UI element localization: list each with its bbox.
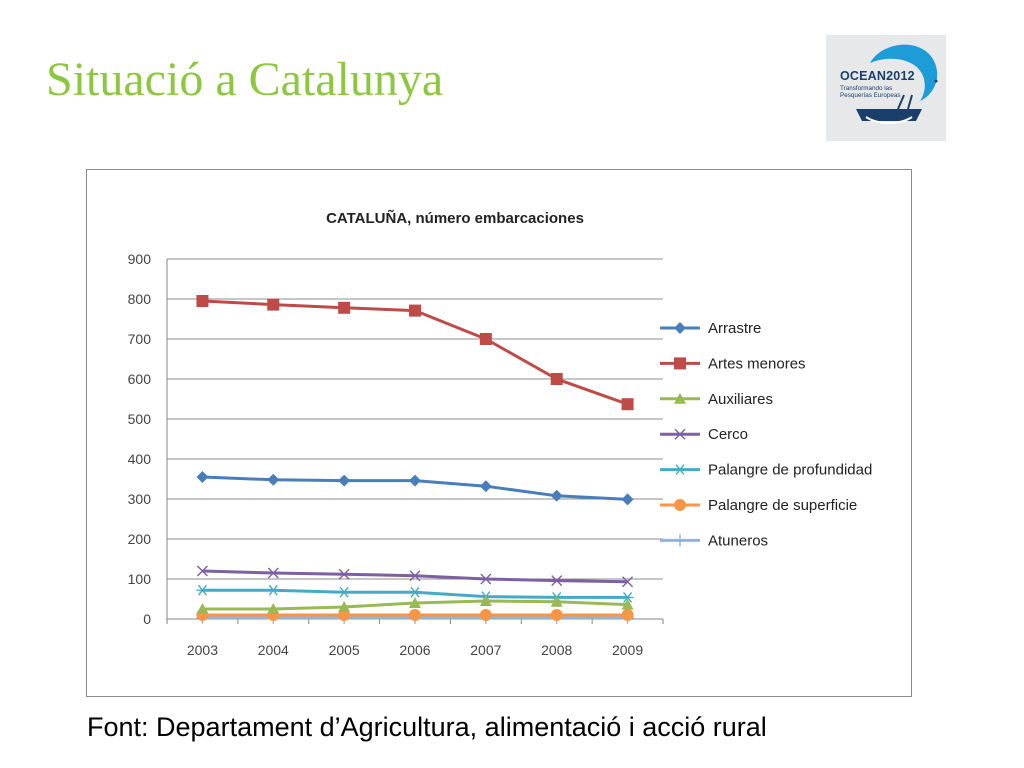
data-point-cerco (480, 573, 492, 585)
y-tick-label: 800 (128, 291, 152, 307)
y-tick-label: 100 (128, 571, 152, 587)
data-point-auxiliares (338, 601, 351, 612)
data-point-artes-menores (621, 398, 634, 411)
y-tick-label: 200 (128, 531, 152, 547)
y-tick-label: 900 (128, 251, 152, 267)
legend-label-cerco: Cerco (708, 426, 748, 443)
legend-label-palangre-de-profundidad: Palangre de profundidad (708, 462, 872, 479)
x-tick-label: 2009 (612, 642, 643, 658)
y-tick-label: 0 (143, 611, 151, 627)
x-tick-label: 2005 (329, 642, 360, 658)
data-point-cerco (267, 567, 279, 579)
x-tick-label: 2003 (187, 642, 218, 658)
legend-marker-auxiliares (674, 392, 686, 404)
data-point-auxiliares (621, 598, 634, 610)
data-point-palangre-de-superficie (621, 609, 634, 621)
data-point-arrastre (409, 474, 421, 487)
data-point-arrastre (338, 474, 351, 487)
chart-title: CATALUÑA, número embarcaciones (326, 209, 584, 227)
data-point-artes-menores (409, 304, 421, 317)
data-point-arrastre (196, 471, 209, 483)
x-tick-label: 2008 (541, 642, 572, 658)
line-chart: CATALUÑA, número embarcaciones 0 100 200 300… (128, 209, 873, 658)
y-tick-label: 700 (128, 331, 152, 347)
data-point-cerco (196, 565, 208, 577)
data-point-arrastre (267, 473, 280, 486)
ocean2012-logo: OCEAN2012 Transformando las Pesquerías E… (826, 35, 946, 141)
data-point-auxiliares (479, 595, 492, 606)
data-point-artes-menores (550, 373, 563, 385)
data-point-auxiliares (196, 603, 209, 614)
data-point-auxiliares (409, 597, 421, 608)
data-point-arrastre (621, 493, 634, 506)
legend-marker-artes-menores (674, 357, 686, 370)
y-tick-label: 400 (128, 451, 152, 467)
data-point-cerco (409, 570, 421, 582)
data-point-artes-menores (479, 333, 492, 345)
data-point-palangre-de-profundidad (196, 584, 209, 596)
legend-marker-palangre-de-superficie (674, 499, 686, 511)
data-point-artes-menores (338, 301, 351, 314)
legend-marker-cerco (674, 428, 686, 440)
legend-label-arrastre: Arrastre (708, 320, 761, 337)
data-point-auxiliares (267, 603, 280, 614)
chart-container: CATALUÑA, número embarcaciones 0 100 200 300… (86, 169, 912, 697)
x-tick-label: 2007 (470, 642, 501, 658)
data-point-palangre-de-profundidad (267, 584, 280, 596)
legend-marker-arrastre (674, 322, 686, 334)
legend-label-auxiliares: Auxiliares (708, 391, 773, 408)
y-tick-label: 300 (128, 491, 152, 507)
y-tick-label: 500 (128, 411, 152, 427)
legend-label-palangre-de-superficie: Palangre de superficie (708, 497, 857, 514)
data-point-palangre-de-profundidad (621, 591, 634, 603)
data-point-artes-menores (267, 298, 280, 311)
logo-graphic (856, 44, 938, 124)
data-point-palangre-de-superficie (479, 609, 492, 621)
legend-marker-palangre-de-profundidad (674, 464, 686, 476)
data-point-palangre-de-profundidad (409, 586, 421, 598)
x-tick-label: 2006 (399, 642, 430, 658)
legend-label-atuneros: Atuneros (708, 532, 768, 549)
x-tick-label: 2004 (258, 642, 289, 658)
data-point-palangre-de-superficie (409, 609, 421, 621)
source-note: Font: Departament d’Agricultura, aliment… (87, 712, 767, 742)
data-point-artes-menores (196, 295, 209, 307)
data-point-cerco (551, 575, 563, 587)
data-point-cerco (622, 576, 634, 588)
legend-marker-atuneros (674, 534, 686, 547)
data-point-arrastre (550, 489, 563, 502)
data-point-palangre-de-profundidad (338, 586, 351, 598)
data-point-cerco (338, 568, 350, 580)
data-point-auxiliares (550, 595, 563, 607)
logo-subtitle-1: Transformando las (840, 85, 893, 92)
data-point-palangre-de-superficie (550, 609, 563, 621)
data-point-arrastre (479, 480, 492, 493)
logo-main-text: OCEAN2012 (840, 69, 915, 83)
logo-subtitle-2: Pesquerías Europeas (840, 92, 901, 99)
slide-title: Situació a Catalunya (46, 53, 444, 106)
legend-label-artes-menores: Artes menores (708, 355, 806, 372)
y-tick-label: 600 (128, 371, 152, 387)
